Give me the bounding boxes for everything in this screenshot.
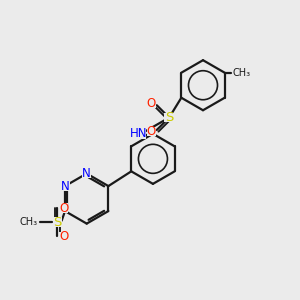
Text: O: O bbox=[147, 97, 156, 110]
FancyBboxPatch shape bbox=[82, 169, 92, 178]
Text: S: S bbox=[165, 111, 173, 124]
FancyBboxPatch shape bbox=[59, 203, 68, 213]
Text: CH₃: CH₃ bbox=[20, 217, 38, 227]
Text: O: O bbox=[147, 125, 156, 138]
Text: O: O bbox=[59, 202, 68, 214]
FancyBboxPatch shape bbox=[147, 127, 156, 136]
FancyBboxPatch shape bbox=[147, 99, 156, 109]
FancyBboxPatch shape bbox=[164, 113, 174, 122]
Text: S: S bbox=[53, 216, 61, 229]
FancyBboxPatch shape bbox=[131, 129, 146, 139]
FancyBboxPatch shape bbox=[60, 182, 70, 191]
FancyBboxPatch shape bbox=[59, 232, 68, 241]
Text: N: N bbox=[61, 180, 69, 193]
Text: CH₃: CH₃ bbox=[232, 68, 250, 78]
FancyBboxPatch shape bbox=[52, 218, 62, 227]
Text: O: O bbox=[59, 230, 68, 243]
Text: N: N bbox=[82, 167, 91, 180]
Text: HN: HN bbox=[130, 127, 147, 140]
